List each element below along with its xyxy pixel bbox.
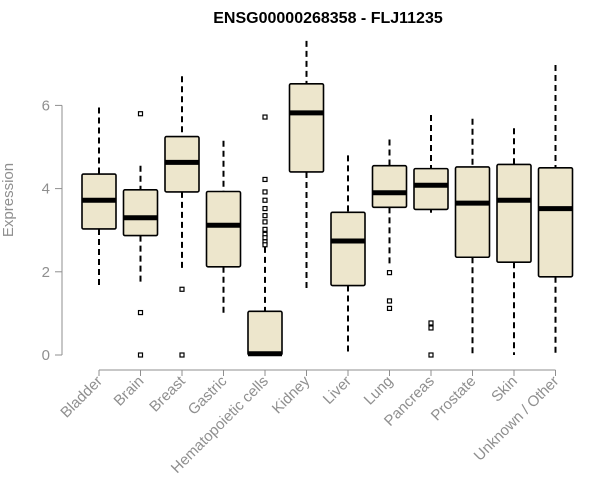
outlier-point xyxy=(262,226,268,232)
box-iqr xyxy=(247,310,283,356)
outlier-point xyxy=(262,189,268,195)
outlier-point xyxy=(386,270,393,276)
outlier-point xyxy=(137,309,144,316)
box-group xyxy=(413,114,449,358)
category-label: Lung xyxy=(361,373,397,409)
boxes xyxy=(81,40,574,358)
chart-title: ENSG00000268358 - FLJ11235 xyxy=(213,10,443,27)
y-axis-label: Expression xyxy=(0,163,17,237)
outlier-point xyxy=(428,325,434,331)
outlier-point xyxy=(137,111,144,117)
y-tick-label: 2 xyxy=(42,264,50,281)
box-group xyxy=(496,128,532,355)
box-group xyxy=(454,118,491,355)
category-label: Liver xyxy=(320,373,355,408)
box-group xyxy=(371,139,408,312)
box-group xyxy=(330,155,366,355)
box-iqr xyxy=(330,211,366,287)
outlier-point xyxy=(137,352,144,358)
outlier-point xyxy=(179,352,185,358)
outlier-point xyxy=(428,320,434,326)
outlier-point xyxy=(386,305,393,312)
category-label: Prostate xyxy=(428,373,480,425)
box-iqr xyxy=(496,163,532,264)
box-iqr xyxy=(371,164,408,209)
outlier-point xyxy=(262,242,268,248)
category-label: Breast xyxy=(146,372,189,415)
category-label: Brain xyxy=(111,373,148,410)
outlier-point xyxy=(262,197,268,203)
box-iqr xyxy=(454,166,491,259)
box-group xyxy=(122,111,159,358)
box-group xyxy=(164,76,200,358)
outlier-point xyxy=(262,213,268,219)
outlier-point xyxy=(179,286,185,292)
box-iqr xyxy=(537,167,574,278)
outlier-point xyxy=(262,219,268,225)
box-group xyxy=(205,140,242,317)
axes: 0 2 4 6 xyxy=(42,97,556,376)
outlier-point xyxy=(386,298,393,304)
category-label: Skin xyxy=(488,373,521,406)
category-label: Bladder xyxy=(57,373,106,422)
outlier-point xyxy=(262,176,268,183)
y-tick-label: 6 xyxy=(42,97,50,114)
box-group xyxy=(247,114,283,357)
y-tick-label: 0 xyxy=(42,347,50,364)
box-group xyxy=(537,65,574,355)
box-group xyxy=(81,107,117,288)
category-label: Kidney xyxy=(269,372,314,417)
outlier-point xyxy=(262,205,268,212)
y-tick-label: 4 xyxy=(42,181,50,198)
outlier-point xyxy=(428,352,434,358)
box-iqr xyxy=(205,190,242,268)
box-iqr xyxy=(288,82,325,173)
box-iqr xyxy=(122,189,159,237)
outlier-point xyxy=(262,235,268,241)
box-iqr xyxy=(413,167,449,211)
box-group xyxy=(288,40,325,289)
outlier-point xyxy=(262,114,268,120)
